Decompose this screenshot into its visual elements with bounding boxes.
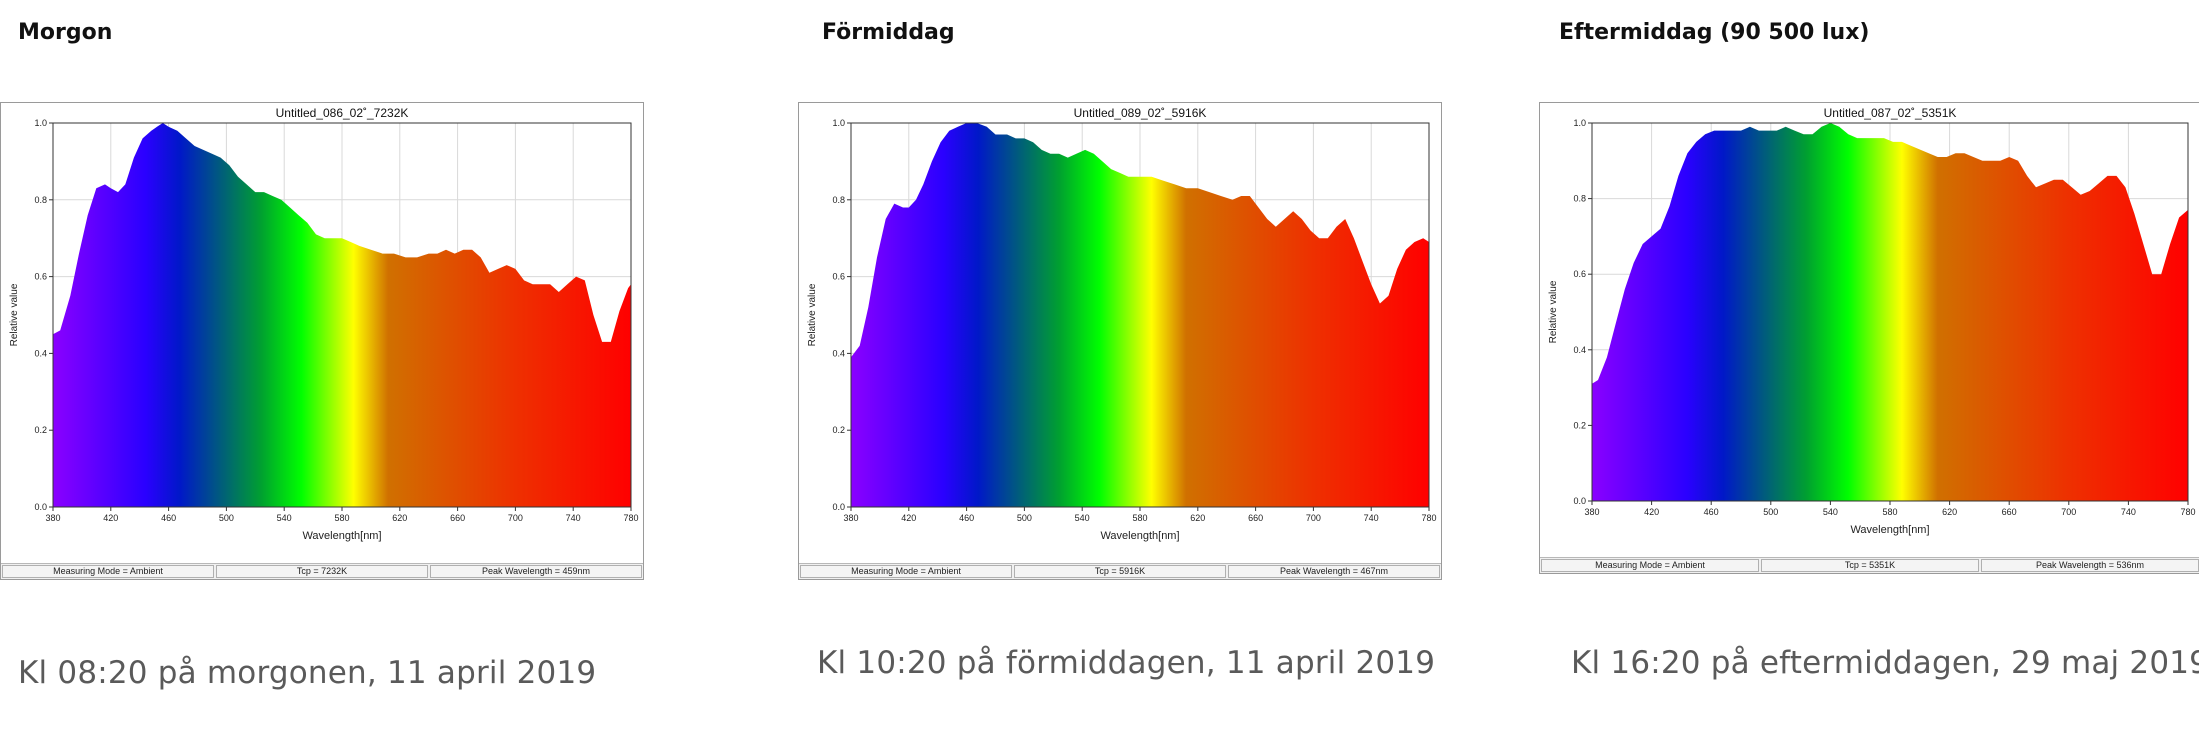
- status-tcp: Tcp = 5916K: [1014, 565, 1226, 578]
- spectrum-area: [851, 123, 1429, 507]
- y-tick-label: 1.0: [1573, 118, 1586, 128]
- status-peak-wavelength: Peak Wavelength = 459nm: [430, 565, 642, 578]
- x-axis-label: Wavelength[nm]: [302, 530, 381, 542]
- y-tick-label: 0.8: [34, 195, 47, 205]
- x-tick-label: 460: [959, 513, 974, 523]
- x-tick-label: 780: [1421, 513, 1436, 523]
- spectrum-area: [53, 123, 631, 507]
- spectrum-chart: 380 420 460 500 540 580 620 660 700 740 780 0.0 0.2 0…: [0, 102, 644, 580]
- y-tick-label: 1.0: [832, 118, 845, 128]
- status-bar: Measuring Mode = Ambient Tcp = 5916K Pea…: [799, 563, 1441, 579]
- y-tick-label: 0.8: [832, 195, 845, 205]
- x-tick-label: 580: [1132, 513, 1147, 523]
- x-tick-label: 500: [219, 513, 234, 523]
- spectrum-area: [1592, 123, 2188, 501]
- spectrum-chart-svg: 380 420 460 500 540 580 620 660 700 740 780 0.0 0.2 0…: [807, 106, 1437, 542]
- y-tick-label: 1.0: [34, 118, 47, 128]
- x-tick-label: 740: [1364, 513, 1379, 523]
- x-tick-label: 620: [392, 513, 407, 523]
- x-tick-label: 380: [843, 513, 858, 523]
- y-tick-label: 0.2: [832, 425, 845, 435]
- x-tick-label: 700: [508, 513, 523, 523]
- x-tick-label: 620: [1942, 507, 1957, 517]
- x-tick-label: 660: [2002, 507, 2017, 517]
- x-tick-label: 540: [1823, 507, 1838, 517]
- x-tick-label: 740: [2121, 507, 2136, 517]
- x-tick-label: 380: [45, 513, 60, 523]
- x-tick-label: 660: [1248, 513, 1263, 523]
- x-tick-label: 420: [1644, 507, 1659, 517]
- y-tick-label: 0.0: [832, 502, 845, 512]
- y-tick-label: 0.6: [34, 272, 47, 282]
- status-measuring-mode: Measuring Mode = Ambient: [2, 565, 214, 578]
- spectrum-chart-svg: 380 420 460 500 540 580 620 660 700 740 780 0.0 0.2 0…: [9, 106, 639, 542]
- spectrum-chart: 380 420 460 500 540 580 620 660 700 740 780 0.0 0.2 0…: [798, 102, 1442, 580]
- x-tick-label: 460: [1704, 507, 1719, 517]
- status-measuring-mode: Measuring Mode = Ambient: [1541, 559, 1759, 572]
- spectrum-chart: 380 420 460 500 540 580 620 660 700 740 780 0.0 0.2 0…: [1539, 102, 2199, 574]
- chart-title: Untitled_086_02˚_7232K: [276, 106, 409, 120]
- x-tick-label: 740: [566, 513, 581, 523]
- y-tick-label: 0.2: [34, 425, 47, 435]
- spectrum-chart-svg: 380 420 460 500 540 580 620 660 700 740 780 0.0 0.2 0…: [1548, 106, 2196, 536]
- y-tick-label: 0.0: [1573, 496, 1586, 506]
- status-bar: Measuring Mode = Ambient Tcp = 5351K Pea…: [1540, 557, 2199, 573]
- x-tick-label: 700: [2061, 507, 2076, 517]
- x-tick-label: 420: [901, 513, 916, 523]
- chart-title: Untitled_087_02˚_5351K: [1824, 106, 1957, 120]
- y-axis-label: Relative value: [9, 283, 20, 346]
- x-tick-label: 780: [2180, 507, 2195, 517]
- x-tick-label: 500: [1017, 513, 1032, 523]
- x-tick-label: 780: [623, 513, 638, 523]
- x-tick-label: 620: [1190, 513, 1205, 523]
- x-tick-label: 540: [277, 513, 292, 523]
- x-tick-label: 380: [1584, 507, 1599, 517]
- status-peak-wavelength: Peak Wavelength = 536nm: [1981, 559, 2199, 572]
- y-axis-label: Relative value: [1548, 280, 1559, 343]
- y-tick-label: 0.4: [1573, 345, 1586, 355]
- x-tick-label: 660: [450, 513, 465, 523]
- panel-heading: Eftermiddag (90 500 lux): [1559, 20, 1870, 45]
- x-tick-label: 580: [334, 513, 349, 523]
- x-tick-label: 580: [1882, 507, 1897, 517]
- y-tick-label: 0.6: [1573, 269, 1586, 279]
- y-tick-label: 0.2: [1573, 420, 1586, 430]
- panel-caption: Kl 16:20 på eftermiddagen, 29 maj 2019: [1571, 645, 2199, 681]
- status-measuring-mode: Measuring Mode = Ambient: [800, 565, 1012, 578]
- y-tick-label: 0.8: [1573, 194, 1586, 204]
- x-axis-label: Wavelength[nm]: [1850, 524, 1929, 536]
- panel-heading: Morgon: [18, 20, 113, 45]
- x-tick-label: 420: [103, 513, 118, 523]
- y-tick-label: 0.6: [832, 272, 845, 282]
- panel-heading: Förmiddag: [822, 20, 955, 45]
- x-axis-label: Wavelength[nm]: [1100, 530, 1179, 542]
- x-tick-label: 500: [1763, 507, 1778, 517]
- x-tick-label: 460: [161, 513, 176, 523]
- status-bar: Measuring Mode = Ambient Tcp = 7232K Pea…: [1, 563, 643, 579]
- status-peak-wavelength: Peak Wavelength = 467nm: [1228, 565, 1440, 578]
- x-tick-label: 700: [1306, 513, 1321, 523]
- panel-caption: Kl 08:20 på morgonen, 11 april 2019: [18, 655, 597, 691]
- y-tick-label: 0.4: [832, 348, 845, 358]
- panel-caption: Kl 10:20 på förmiddagen, 11 april 2019: [817, 645, 1436, 681]
- status-tcp: Tcp = 5351K: [1761, 559, 1979, 572]
- y-tick-label: 0.0: [34, 502, 47, 512]
- x-tick-label: 540: [1075, 513, 1090, 523]
- chart-title: Untitled_089_02˚_5916K: [1074, 106, 1207, 120]
- status-tcp: Tcp = 7232K: [216, 565, 428, 578]
- y-tick-label: 0.4: [34, 348, 47, 358]
- y-axis-label: Relative value: [807, 283, 818, 346]
